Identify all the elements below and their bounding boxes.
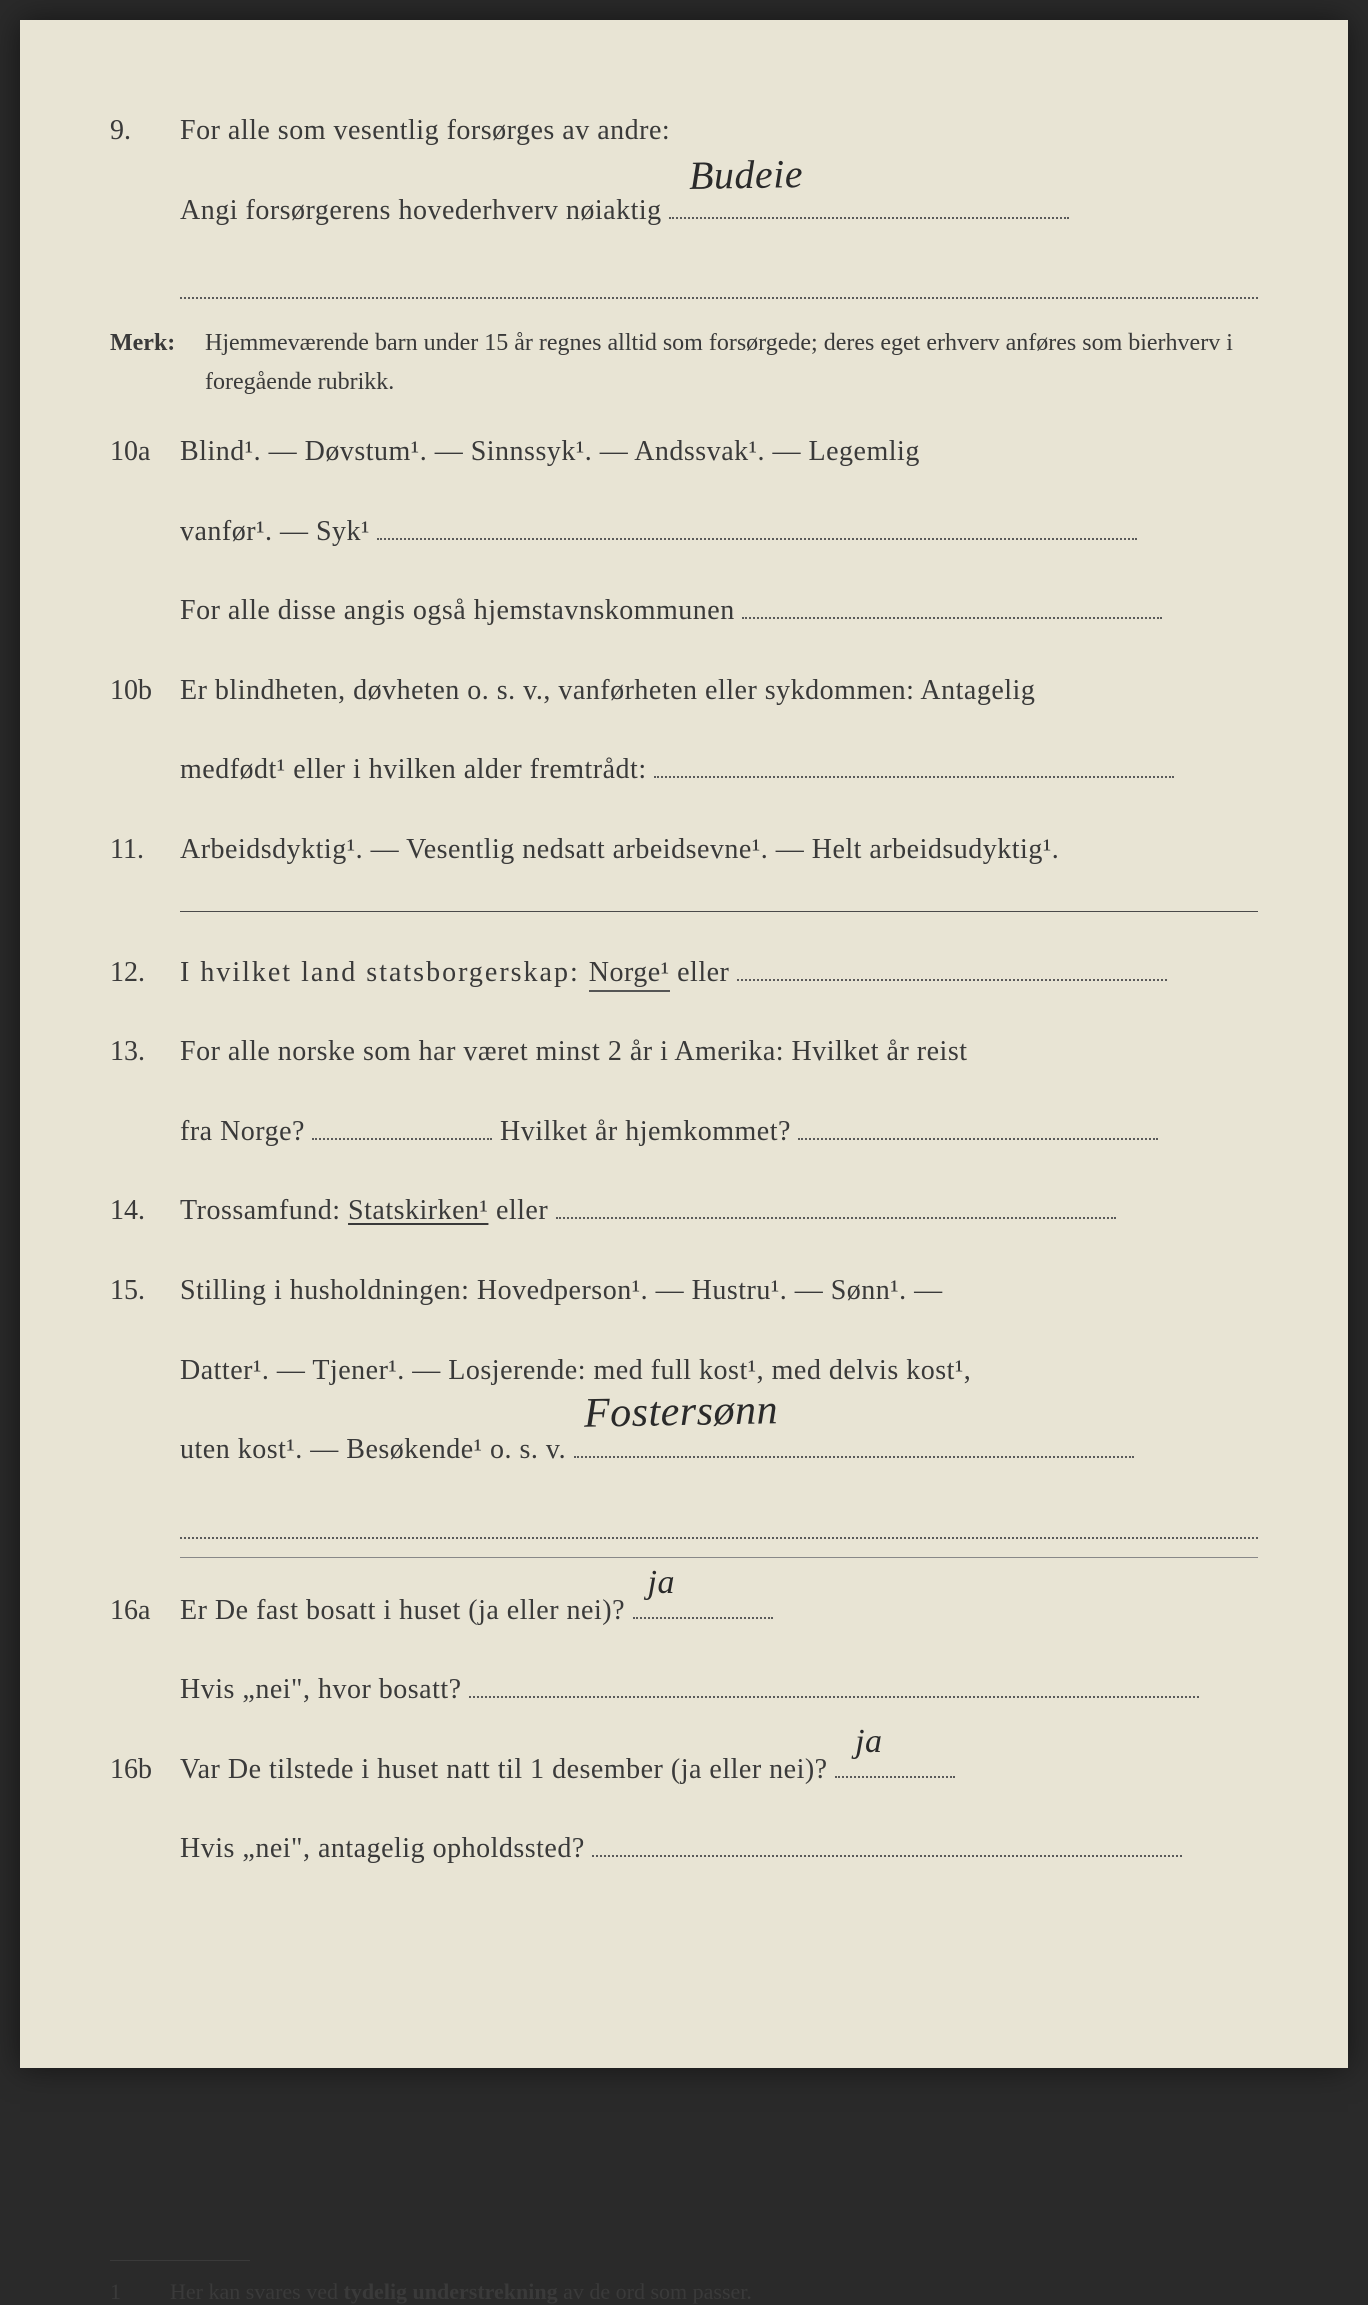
footnote-rule <box>110 2260 250 2261</box>
q16a-text2: Hvis „nei", hvor bosatt? <box>180 1674 462 1705</box>
q10b-line2: medfødt¹ eller i hvilken alder fremtrådt… <box>110 739 1258 801</box>
q14-blank <box>556 1189 1116 1220</box>
q14-suffix: eller <box>496 1195 548 1226</box>
q10a-text2: vanfør¹. — Syk¹ <box>180 516 370 547</box>
q10a-text3: For alle disse angis også hjemstavnskomm… <box>180 595 735 626</box>
q16a-text1: Er De fast bosatt i huset (ja eller nei)… <box>180 1595 625 1626</box>
q10b-text2: medfødt¹ eller i hvilken alder fremtrådt… <box>180 754 647 785</box>
q10b-blank <box>654 748 1174 779</box>
q12-blank <box>737 950 1167 981</box>
q9-blank-line <box>180 259 1258 299</box>
q9-handwritten: Budeie <box>688 130 804 220</box>
q13-text1: For alle norske som har været minst 2 år… <box>180 1021 1258 1083</box>
footnote-text: Her kan svares ved tydelig understreknin… <box>170 2279 752 2305</box>
q13-line1: 13. For alle norske som har været minst … <box>110 1021 1258 1083</box>
q16b-line2: Hvis „nei", antagelig opholdssted? <box>110 1818 1258 1880</box>
q10a-line2: vanfør¹. — Syk¹ <box>110 501 1258 563</box>
q16b-line1: 16b Var De tilstede i huset natt til 1 d… <box>110 1739 1258 1801</box>
q15-handwritten: Fostersønn <box>583 1364 779 1460</box>
q10b-line1: 10b Er blindheten, døvheten o. s. v., va… <box>110 660 1258 722</box>
q10b-text1: Er blindheten, døvheten o. s. v., vanfør… <box>180 660 1258 722</box>
q14-statskirken: Statskirken¹ <box>348 1195 488 1226</box>
divider-2 <box>180 1557 1258 1558</box>
q9-line1: 9. For alle som vesentlig forsørges av a… <box>110 100 1258 162</box>
merk-label: Merk: <box>110 317 205 370</box>
q15-line1: 15. Stilling i husholdningen: Hovedperso… <box>110 1260 1258 1322</box>
q9-blank: Budeie <box>669 188 1069 219</box>
q14-row: 14. Trossamfund: Statskirken¹ eller <box>110 1180 1258 1242</box>
q13-blank2 <box>798 1109 1158 1140</box>
merk-row: Merk: Hjemmeværende barn under 15 år reg… <box>110 317 1258 401</box>
q16a-blank2 <box>469 1667 1199 1698</box>
merk-text: Hjemmeværende barn under 15 år regnes al… <box>205 324 1258 401</box>
q16b-text1: Var De tilstede i huset natt til 1 desem… <box>180 1754 828 1785</box>
q16b-text2: Hvis „nei", antagelig opholdssted? <box>180 1833 585 1864</box>
q9-text2: Angi forsørgerens hovederhverv nøiaktig <box>180 195 662 226</box>
q16a-line1: 16a Er De fast bosatt i huset (ja eller … <box>110 1580 1258 1642</box>
q12-number: 12. <box>110 942 180 1004</box>
q16a-line2: Hvis „nei", hvor bosatt? <box>110 1659 1258 1721</box>
q16a-handwritten: ja <box>648 1546 675 1621</box>
q11-number: 11. <box>110 819 180 881</box>
q10a-blank2 <box>742 588 1162 619</box>
q10a-text1: Blind¹. — Døvstum¹. — Sinnssyk¹. — Andss… <box>180 421 1258 483</box>
q10a-blank1 <box>377 509 1137 540</box>
footnote-number: 1 <box>110 2279 140 2305</box>
q15-blank: Fostersønn <box>574 1427 1134 1458</box>
q12-suffix: eller <box>677 957 729 988</box>
q12-prefix: I hvilket land statsborgerskap: <box>180 957 589 988</box>
q15-line3: uten kost¹. — Besøkende¹ o. s. v. Foster… <box>110 1419 1258 1481</box>
q10a-number: 10a <box>110 421 180 483</box>
q9-number: 9. <box>110 100 180 162</box>
q13-blank1 <box>312 1109 492 1140</box>
q16a-blank1: ja <box>633 1588 773 1619</box>
q15-blank-line <box>180 1499 1258 1539</box>
q16b-handwritten: ja <box>855 1705 882 1780</box>
q16b-blank1: ja <box>835 1747 955 1778</box>
q13-line2: fra Norge? Hvilket år hjemkommet? <box>110 1101 1258 1163</box>
q10a-line1: 10a Blind¹. — Døvstum¹. — Sinnssyk¹. — A… <box>110 421 1258 483</box>
footnote: 1 Her kan svares ved tydelig understrekn… <box>110 2279 1258 2305</box>
divider-1 <box>180 911 1258 912</box>
q16b-blank2 <box>592 1827 1182 1858</box>
q15-number: 15. <box>110 1260 180 1322</box>
q14-number: 14. <box>110 1180 180 1242</box>
q12-norge: Norge¹ <box>589 957 670 992</box>
q9-line2: Angi forsørgerens hovederhverv nøiaktig … <box>110 180 1258 242</box>
document-page: 9. For alle som vesentlig forsørges av a… <box>20 20 1348 2068</box>
q13-text2a: fra Norge? <box>180 1116 305 1147</box>
q15-text1: Stilling i husholdningen: Hovedperson¹. … <box>180 1260 1258 1322</box>
q15-text3: uten kost¹. — Besøkende¹ o. s. v. <box>180 1434 566 1465</box>
q16b-number: 16b <box>110 1739 180 1801</box>
q13-text2b: Hvilket år hjemkommet? <box>500 1116 791 1147</box>
q10a-line3: For alle disse angis også hjemstavnskomm… <box>110 580 1258 642</box>
q11-row: 11. Arbeidsdyktig¹. — Vesentlig nedsatt … <box>110 819 1258 881</box>
q14-prefix: Trossamfund: <box>180 1195 348 1226</box>
q16a-number: 16a <box>110 1580 180 1642</box>
q13-number: 13. <box>110 1021 180 1083</box>
q12-row: 12. I hvilket land statsborgerskap: Norg… <box>110 942 1258 1004</box>
q11-text: Arbeidsdyktig¹. — Vesentlig nedsatt arbe… <box>180 819 1258 881</box>
q10b-number: 10b <box>110 660 180 722</box>
